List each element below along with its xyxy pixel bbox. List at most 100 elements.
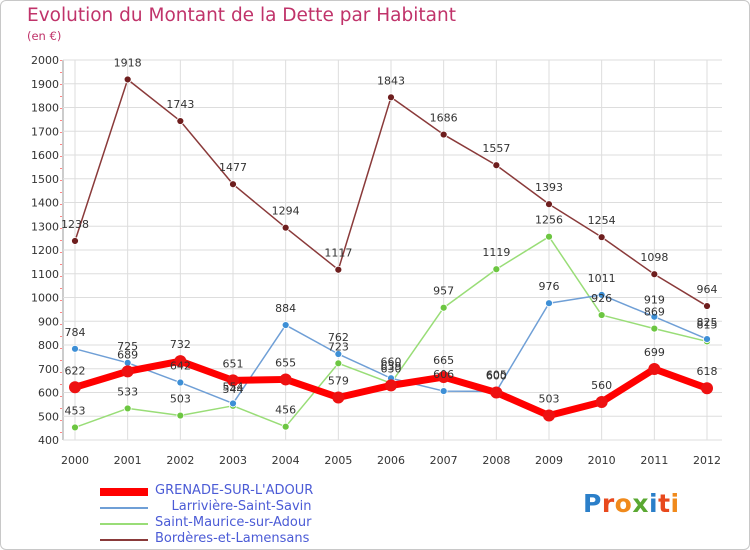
data-point [650,312,659,321]
data-point [701,382,713,395]
data-point [281,321,290,329]
y-tick-label: 600 [38,387,59,400]
data-point [69,381,81,394]
data-label: 642 [170,360,191,373]
data-point [71,344,79,353]
x-tick-label: 2005 [324,454,352,467]
chart-subtitle: (en €) [27,29,62,43]
data-label: 725 [117,340,138,353]
logo-letter: P [583,489,602,518]
y-tick-label: 1500 [31,173,59,186]
logo-letter: o [614,489,633,518]
data-point [597,233,606,242]
data-label: 1254 [588,214,616,227]
x-tick-label: 2010 [588,454,616,467]
chart-title: Evolution du Montant de la Dette par Hab… [27,5,456,26]
data-point [492,161,501,170]
legend-label: Bordères-et-Lamensans [155,531,310,546]
data-label: 630 [381,362,402,375]
data-label: 1393 [535,181,563,194]
data-point [332,391,345,404]
x-tick-label: 2007 [430,454,458,467]
data-label: 1557 [482,142,510,155]
x-tick-label: 2004 [272,454,300,467]
legend-swatch [100,488,148,496]
data-label: 554 [223,380,244,393]
data-label: 651 [223,357,244,370]
y-tick-label: 1200 [31,244,59,257]
data-point [176,378,185,387]
data-label: 976 [539,280,560,293]
data-point [385,379,397,392]
data-label: 533 [117,385,138,398]
data-label: 699 [644,346,665,359]
y-tick-label: 1600 [31,149,59,162]
data-label: 456 [275,404,296,417]
data-label: 1843 [377,74,405,87]
data-point [650,324,659,333]
y-tick-label: 1000 [31,292,59,305]
data-point [597,311,606,319]
data-label: 732 [170,338,191,351]
data-label: 1256 [535,214,563,227]
data-point [490,386,503,399]
y-tick-label: 700 [38,363,59,376]
data-label: 655 [275,356,296,369]
data-label: 600 [486,370,507,383]
x-tick-label: 2001 [114,454,142,467]
data-point [543,409,555,422]
x-tick-label: 2011 [640,454,668,467]
data-label: 815 [697,318,718,331]
data-label: 606 [433,368,454,381]
data-label: 884 [275,302,296,315]
legend-swatch [100,539,148,541]
logo-letter: r [601,489,615,518]
data-label: 660 [381,355,402,368]
data-point [229,180,237,189]
data-label: 919 [644,294,665,307]
data-label: 1477 [219,161,247,174]
data-point [650,270,659,279]
data-point [281,422,290,431]
data-label: 1011 [588,272,616,285]
y-tick-label: 900 [38,315,59,328]
data-point [595,396,608,408]
data-label: 453 [65,404,86,417]
data-label: 579 [328,374,349,387]
logo-letter: x [632,489,649,518]
data-point [703,335,711,343]
data-label: 957 [433,285,454,298]
data-point [123,75,132,84]
data-point [387,93,395,102]
data-label: 544 [223,383,244,396]
data-label: 503 [539,393,560,406]
y-tick-label: 1700 [31,125,59,138]
y-tick-label: 1800 [31,102,59,115]
data-point [174,355,187,368]
data-point [439,130,448,139]
y-tick-label: 800 [38,339,59,352]
data-label: 1743 [166,98,194,111]
y-tick-label: 1100 [31,268,59,281]
data-point [121,365,134,378]
x-tick-label: 2009 [535,454,563,467]
data-label: 825 [697,316,718,329]
data-label: 560 [591,379,612,392]
data-label: 622 [65,364,86,377]
data-point [492,265,501,274]
data-label: 762 [328,331,349,344]
x-tick-label: 2003 [219,454,247,467]
data-point [227,374,239,387]
data-label: 964 [697,283,718,296]
legend-label: GRENADE-SUR-L'ADOUR [155,483,314,498]
data-label: 784 [65,326,86,339]
data-label: 1686 [430,112,458,125]
data-label: 639 [381,360,402,373]
x-tick-label: 2006 [377,454,405,467]
data-point [71,237,79,245]
data-point [648,362,661,375]
data-label: 1918 [114,56,142,69]
data-point [176,411,185,420]
data-point [281,223,290,232]
